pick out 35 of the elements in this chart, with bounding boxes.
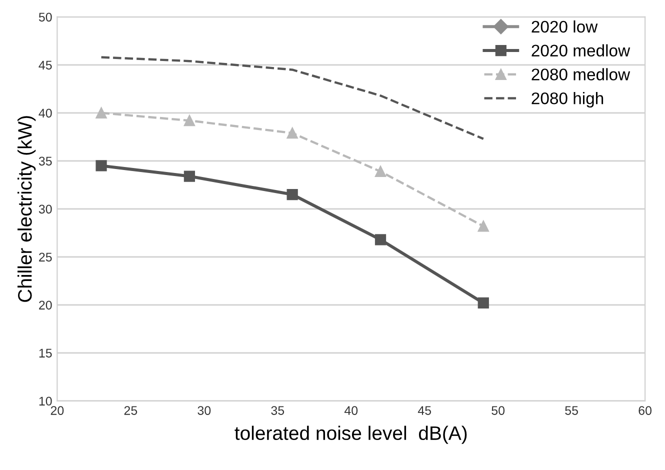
x-tick-label: 50: [492, 406, 505, 415]
point: [286, 128, 298, 139]
y-tick-label: 15: [39, 348, 52, 358]
y-tick-label: 35: [38, 156, 52, 166]
y-axis-title: Chiller electricity (kW): [18, 116, 36, 302]
legend-label: 2020 medlow: [532, 44, 630, 57]
y-tick-label: 30: [38, 204, 52, 214]
point: [374, 234, 386, 246]
x-axis-title: tolerated noise level dB(A): [234, 426, 467, 444]
point: [374, 166, 386, 178]
x-tick-label: 55: [565, 406, 578, 415]
point: [478, 220, 489, 232]
x-tick-label: 60: [638, 406, 652, 415]
y-tick-label: 40: [38, 108, 52, 118]
x-tick-label: 45: [418, 406, 432, 415]
x-tick-label: 25: [124, 406, 138, 415]
point: [184, 170, 196, 182]
x-tick-label: 30: [198, 406, 211, 415]
y-tick-label: 10: [39, 396, 52, 406]
legend-label: 2020 low: [532, 20, 598, 33]
point: [96, 107, 107, 118]
x-tick-label: 35: [271, 406, 284, 415]
x-tick-label: 20: [50, 406, 64, 415]
x-tick-label: 40: [344, 406, 358, 415]
point: [478, 297, 489, 309]
y-tick-label: 50: [38, 12, 52, 22]
point: [96, 160, 107, 172]
line-series: [100, 56, 484, 140]
legend-label: 2080 medlow: [532, 68, 630, 80]
legend-label: 2080 high: [532, 92, 604, 108]
y-tick-label: 45: [38, 60, 52, 70]
point: [184, 115, 196, 126]
point: [286, 188, 298, 200]
y-tick-label: 20: [39, 300, 52, 310]
y-tick-label: 25: [39, 252, 52, 262]
